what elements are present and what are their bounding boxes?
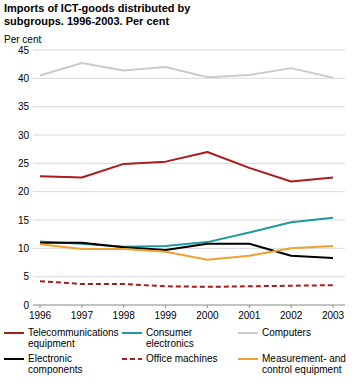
y-tick-label: 10 [18,243,30,254]
y-tick-label: 30 [18,130,30,141]
series-line [40,152,333,181]
grid-line [33,106,345,107]
legend-line [122,332,142,334]
grid-line [33,191,345,192]
x-tick-label: 2002 [280,310,303,321]
y-tick-label: 0 [23,300,29,311]
x-tick [249,305,250,308]
series-line [40,281,333,287]
legend-label: Office machines [146,353,238,364]
x-tick-label: 1998 [113,310,136,321]
legend-label: Consumer electronics [146,327,238,349]
legend-swatch [238,355,258,363]
grid-line [33,276,345,277]
x-tick [291,305,292,308]
x-tick-label: 2001 [238,310,261,321]
x-tick-label: 1996 [29,310,52,321]
plot-area [40,63,333,287]
y-tick-label: 20 [18,186,30,197]
legend-line [4,358,24,360]
x-tick [81,305,82,308]
x-tick [333,305,334,308]
legend-label: Telecommunications equipment [28,327,120,349]
grid-line [33,163,345,164]
x-tick [123,305,124,308]
legend-swatch [4,329,24,337]
x-tick-label: 1999 [154,310,177,321]
grid-line [33,135,345,136]
series-line [40,244,333,259]
grid-line [33,305,345,306]
legend-line [4,332,24,334]
x-tick [207,305,208,308]
legend-label: Computers [262,327,354,338]
x-tick [40,305,41,308]
legend-label: Electronic components [28,353,120,375]
y-tick-label: 25 [18,158,30,169]
legend-line [122,358,142,360]
grid-line [33,220,345,221]
grid-line [33,78,345,79]
x-tick-label: 2003 [322,310,345,321]
y-axis-label: Per cent [4,34,41,45]
y-tick-label: 5 [23,271,29,282]
legend-swatch [122,329,142,337]
legend-label: Measurement- and control equipment [262,353,354,375]
x-tick-label: 1997 [71,310,94,321]
grid-line [33,50,345,51]
y-tick-label: 35 [18,101,30,112]
x-tick-label: 2000 [196,310,219,321]
legend-line [238,332,258,334]
legend-swatch [122,355,142,363]
y-tick-label: 45 [18,45,30,56]
x-tick [165,305,166,308]
legend-swatch [4,355,24,363]
legend-swatch [238,329,258,337]
title: Imports of ICT-goods distributed by subg… [4,2,244,28]
legend-line [238,358,258,360]
y-tick-label: 40 [18,73,30,84]
series-line [40,63,333,78]
y-tick-label: 15 [18,215,30,226]
